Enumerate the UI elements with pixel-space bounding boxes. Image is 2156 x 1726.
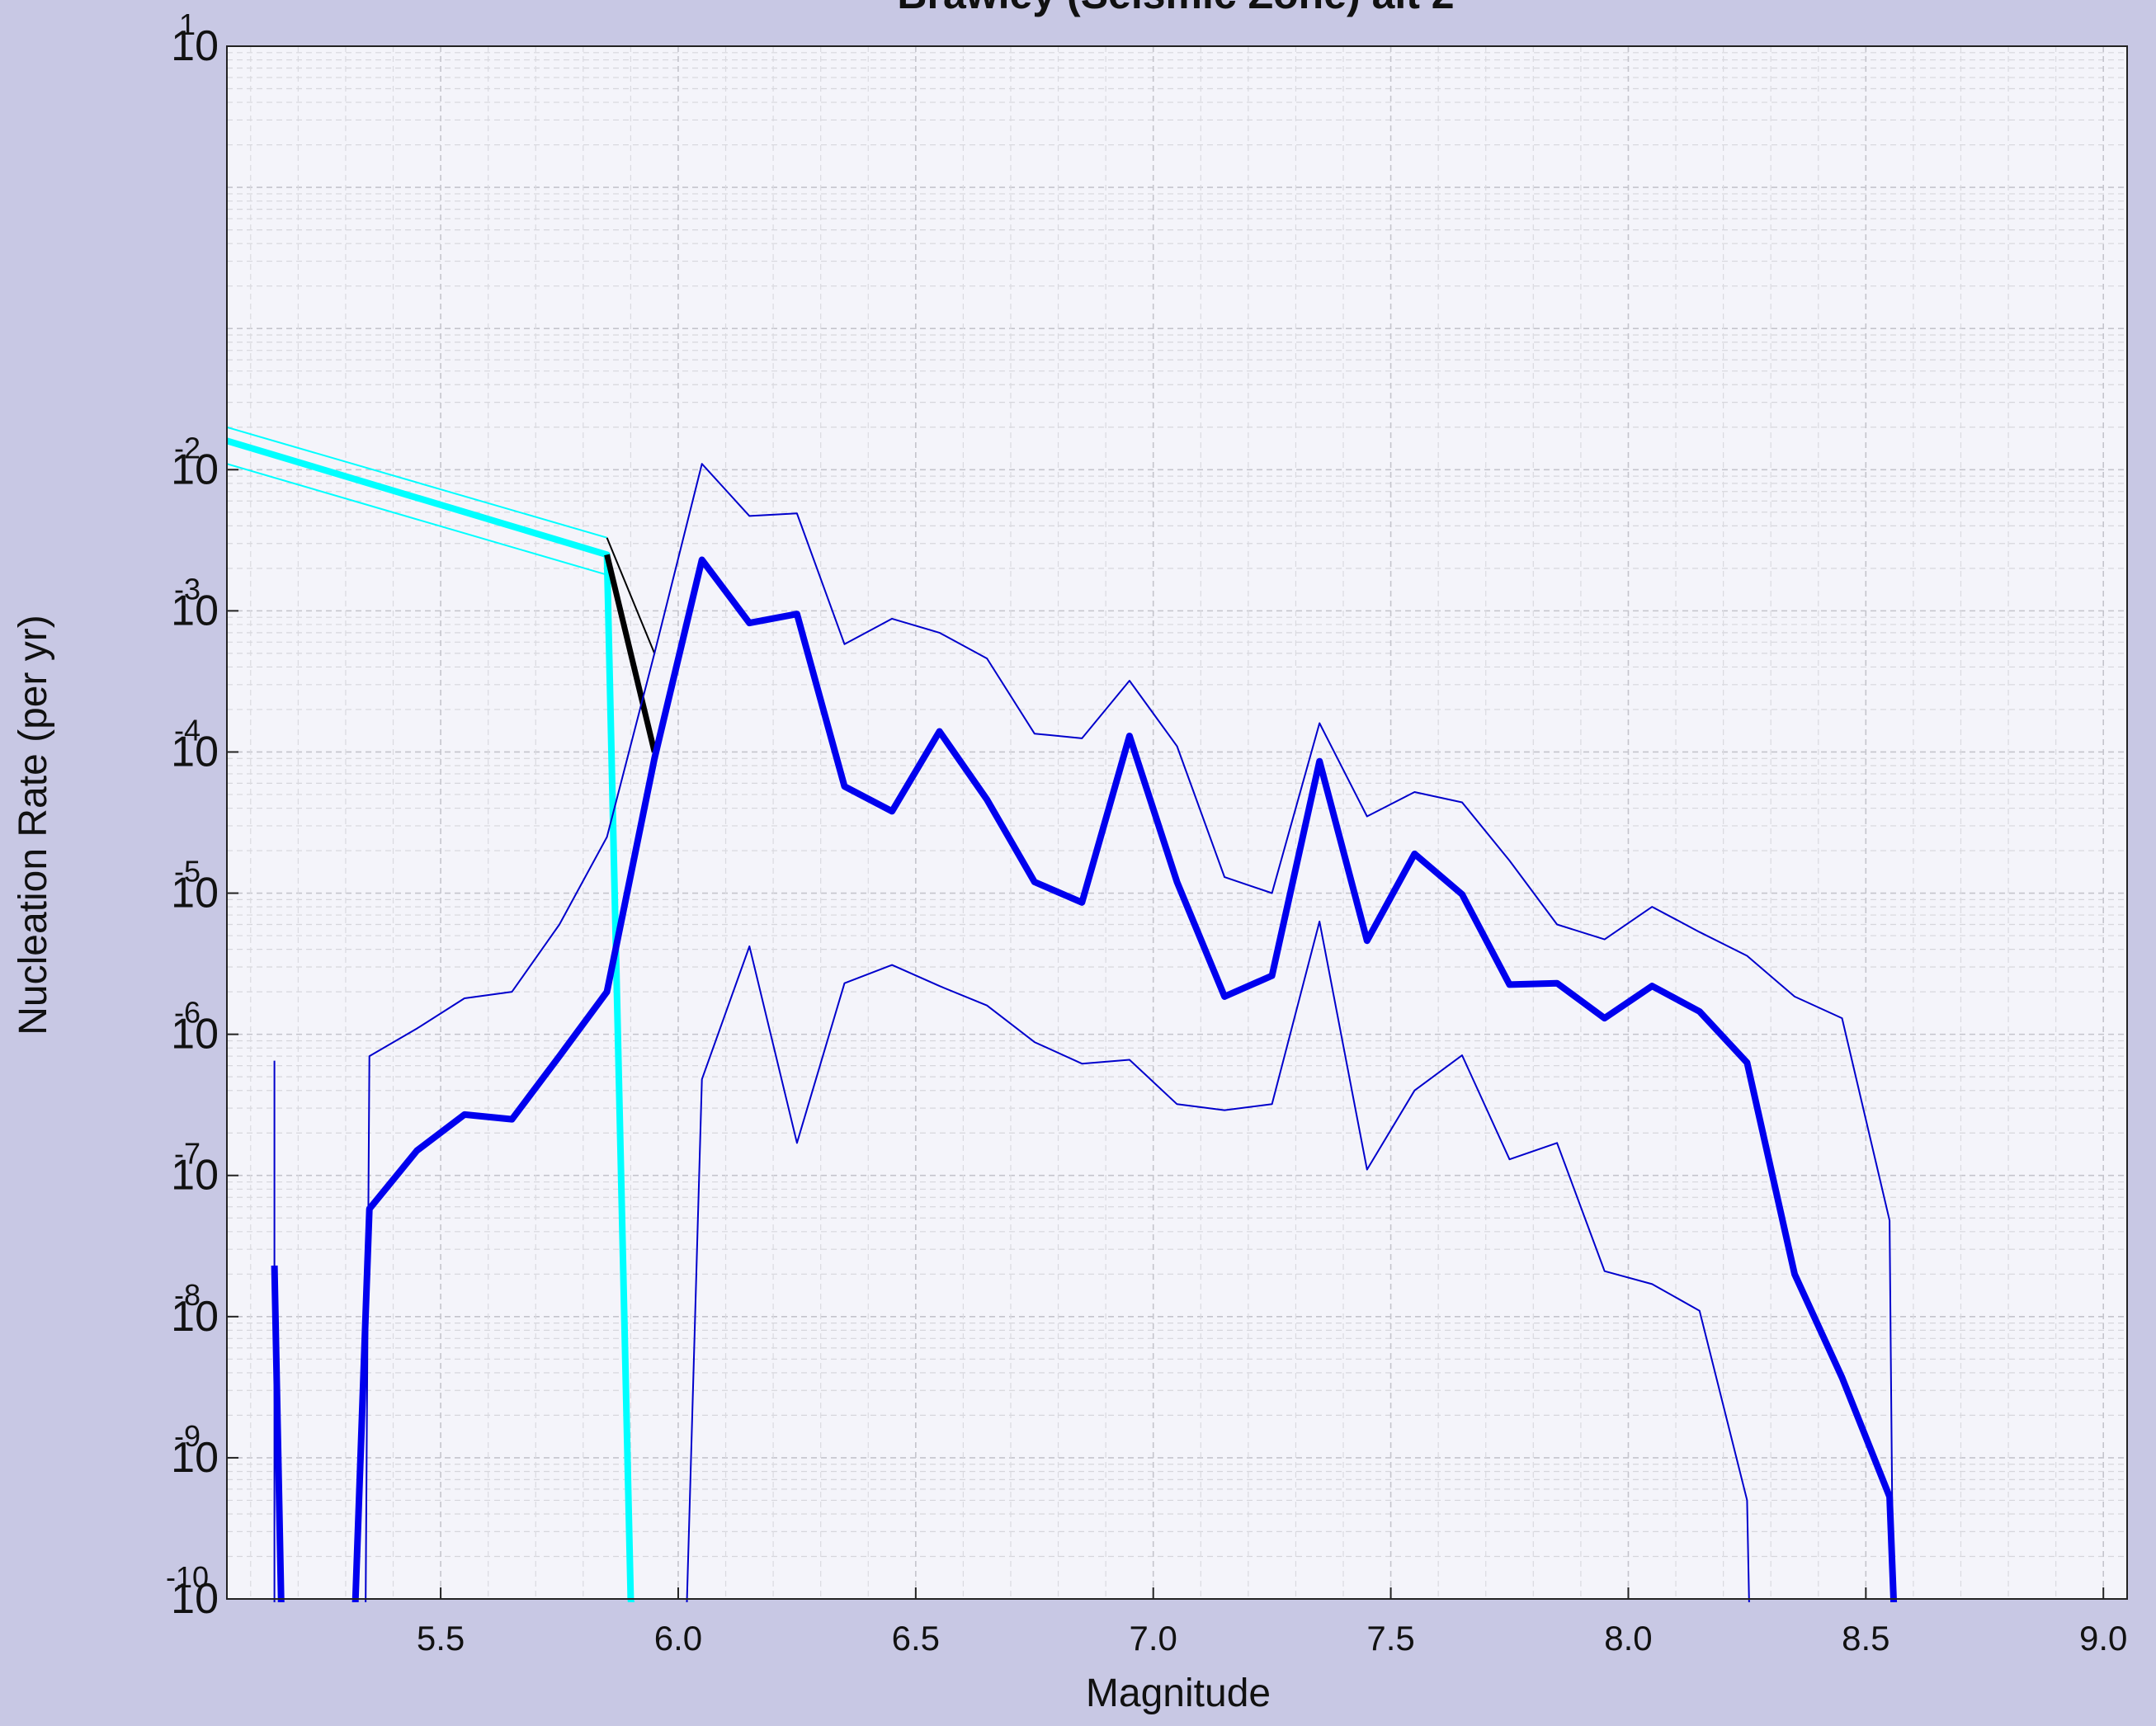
- x-axis-label: Magnitude: [1086, 1672, 1271, 1715]
- series-line-8: [686, 920, 1750, 1602]
- y-tick-exponent: -8: [174, 1278, 201, 1312]
- y-tick-base: 10: [171, 587, 219, 634]
- grid-layer: [227, 46, 2127, 1600]
- series-layer: [227, 426, 1898, 1602]
- x-tick-label: 8.5: [1842, 1619, 1889, 1658]
- x-tick-label: 7.0: [1130, 1619, 1177, 1658]
- y-tick-base: 10: [171, 870, 219, 917]
- series-line-3: [227, 437, 635, 1602]
- series-line-5: [604, 554, 658, 753]
- series-line-9: [271, 556, 1898, 1602]
- y-tick-exponent: -4: [174, 713, 201, 747]
- y-tick-exponent: -2: [174, 431, 201, 465]
- plot-area: [226, 45, 2128, 1600]
- y-axis-label: Nucleation Rate (per yr): [12, 615, 55, 1035]
- series-line-7: [365, 463, 1894, 1602]
- y-tick-exponent: -9: [174, 1419, 201, 1453]
- y-tick-base: 10: [171, 728, 219, 776]
- y-tick-exponent: -5: [174, 855, 201, 889]
- x-tick-label: 8.0: [1604, 1619, 1652, 1658]
- x-tick-label: 5.5: [417, 1619, 465, 1658]
- y-tick-exponent: -10: [166, 1560, 209, 1594]
- series-line-1: [227, 426, 607, 539]
- y-tick-base: 10: [171, 446, 219, 493]
- x-tick-label: 6.0: [654, 1619, 702, 1658]
- y-tick-base: 10: [171, 1011, 219, 1059]
- plot-frame: [226, 45, 2128, 1600]
- x-tick-label: 9.0: [2079, 1619, 2127, 1658]
- y-tick-base: 10: [171, 1434, 219, 1482]
- y-tick-base: 10: [171, 1575, 219, 1623]
- y-tick-base: 10: [171, 1152, 219, 1200]
- y-tick-exponent: -7: [174, 1137, 201, 1171]
- x-tick-labels: 5.5 6.0 6.5 7.0 7.5 8.0 8.5 9.0: [417, 1587, 2127, 1658]
- y-tick-exponent: -6: [174, 996, 201, 1030]
- y-tick-base: 10: [171, 22, 219, 70]
- y-tick-exponent: 1: [179, 7, 196, 41]
- y-tick-base: 10: [171, 1293, 219, 1341]
- series-line-4: [606, 537, 656, 654]
- y-tick-exponent: -3: [174, 572, 201, 606]
- x-tick-label: 7.5: [1366, 1619, 1414, 1658]
- x-tick-label: 6.5: [892, 1619, 940, 1658]
- chart-title: Brawley (Seismic Zone) alt 2: [897, 0, 1454, 17]
